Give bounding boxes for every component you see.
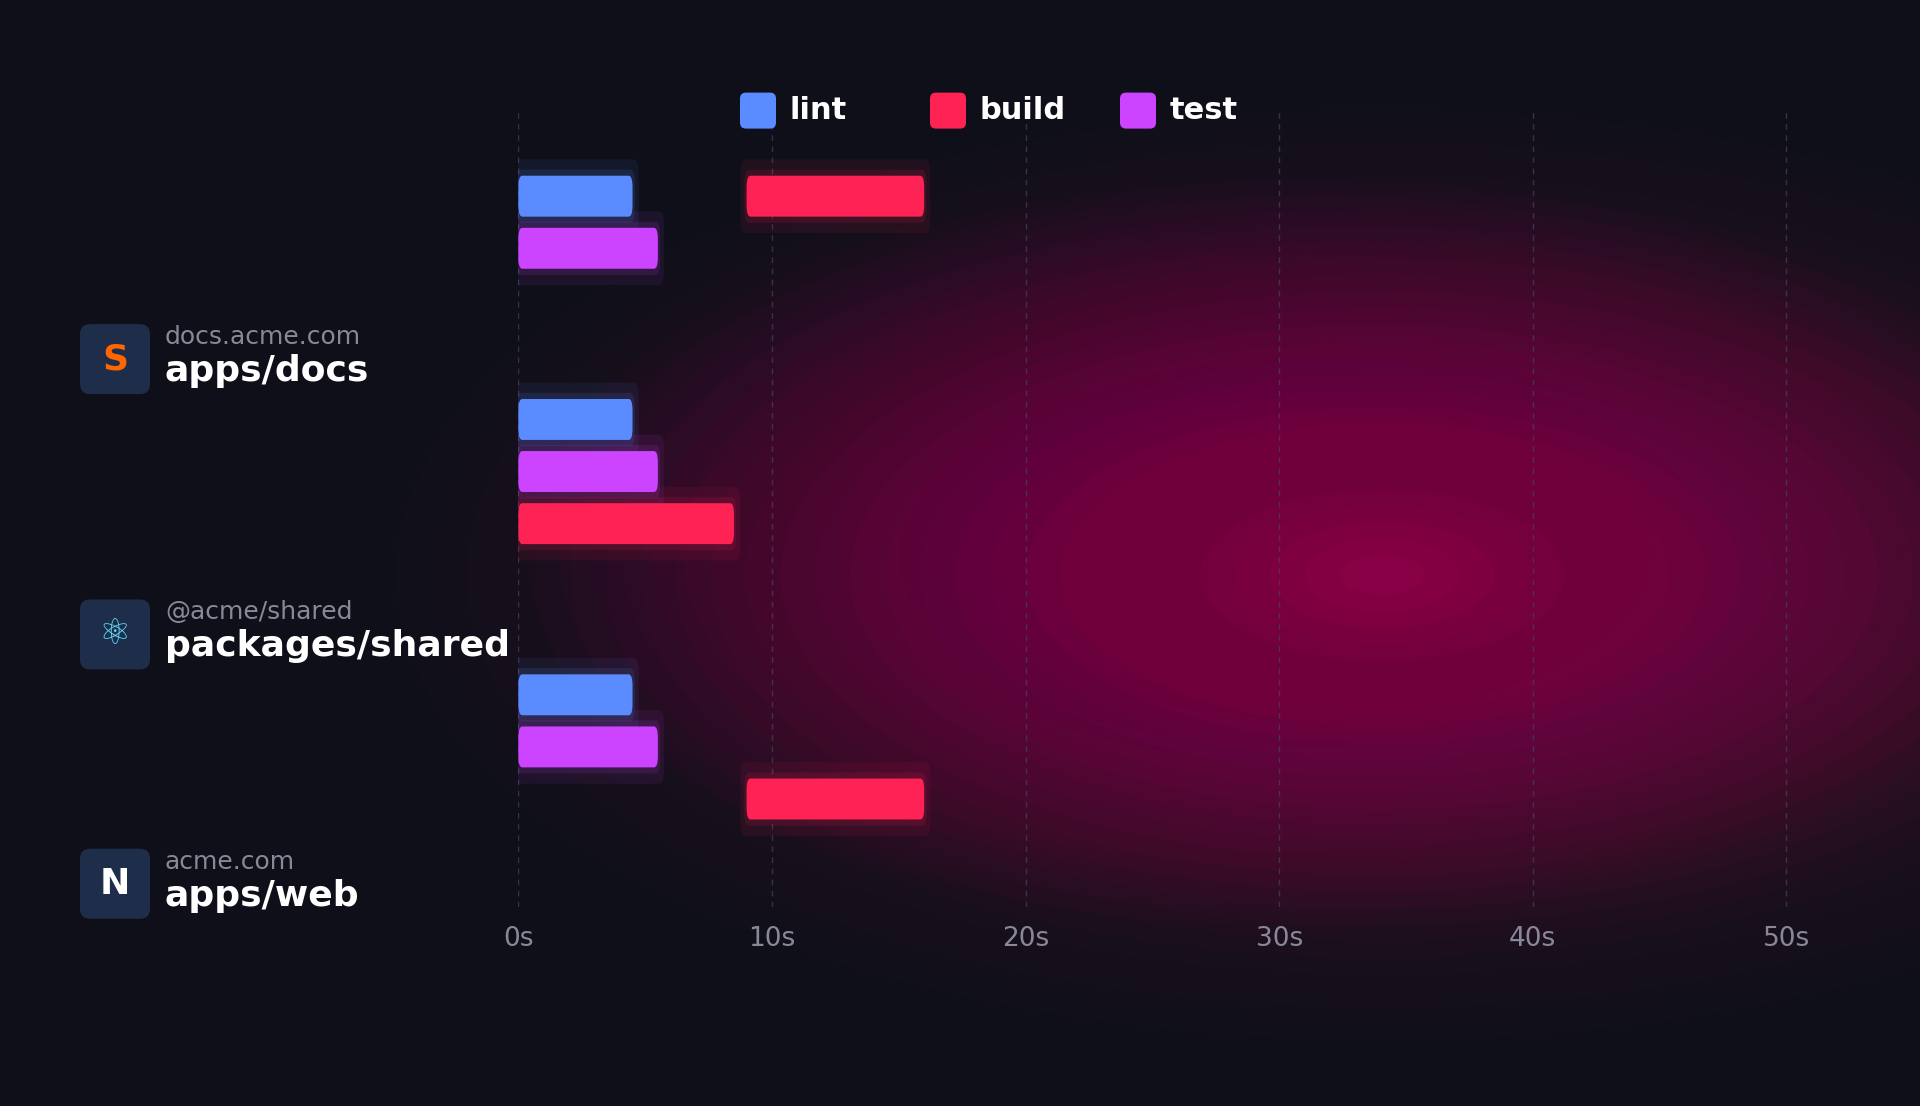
FancyBboxPatch shape bbox=[518, 399, 632, 440]
FancyBboxPatch shape bbox=[518, 503, 733, 544]
FancyBboxPatch shape bbox=[518, 675, 632, 716]
Ellipse shape bbox=[1271, 522, 1494, 628]
Ellipse shape bbox=[1165, 473, 1599, 677]
Ellipse shape bbox=[1025, 407, 1740, 743]
FancyBboxPatch shape bbox=[81, 848, 150, 919]
Text: build: build bbox=[979, 96, 1066, 125]
Text: @acme/shared: @acme/shared bbox=[165, 601, 353, 625]
FancyBboxPatch shape bbox=[739, 93, 776, 128]
FancyBboxPatch shape bbox=[741, 762, 929, 836]
FancyBboxPatch shape bbox=[516, 497, 735, 551]
Ellipse shape bbox=[1096, 440, 1668, 710]
FancyBboxPatch shape bbox=[516, 221, 660, 275]
FancyBboxPatch shape bbox=[747, 779, 924, 820]
Ellipse shape bbox=[1060, 424, 1705, 727]
Text: N: N bbox=[100, 867, 131, 900]
FancyBboxPatch shape bbox=[516, 720, 660, 773]
Ellipse shape bbox=[1235, 505, 1530, 645]
Text: test: test bbox=[1169, 96, 1238, 125]
FancyBboxPatch shape bbox=[741, 159, 929, 233]
Ellipse shape bbox=[1131, 457, 1634, 693]
Ellipse shape bbox=[1306, 539, 1459, 612]
FancyBboxPatch shape bbox=[745, 169, 927, 222]
FancyBboxPatch shape bbox=[747, 176, 924, 217]
FancyBboxPatch shape bbox=[513, 383, 639, 457]
FancyBboxPatch shape bbox=[513, 159, 639, 233]
Text: ⚛: ⚛ bbox=[98, 617, 131, 651]
Text: lint: lint bbox=[789, 96, 847, 125]
FancyBboxPatch shape bbox=[513, 658, 639, 732]
FancyBboxPatch shape bbox=[518, 228, 659, 269]
FancyBboxPatch shape bbox=[516, 393, 636, 446]
Text: apps/web: apps/web bbox=[165, 879, 359, 912]
Ellipse shape bbox=[1340, 555, 1425, 595]
FancyBboxPatch shape bbox=[1119, 93, 1156, 128]
FancyBboxPatch shape bbox=[81, 599, 150, 669]
FancyBboxPatch shape bbox=[518, 727, 659, 768]
FancyBboxPatch shape bbox=[513, 710, 664, 784]
FancyBboxPatch shape bbox=[513, 435, 664, 509]
FancyBboxPatch shape bbox=[745, 772, 927, 825]
Ellipse shape bbox=[1200, 489, 1565, 661]
FancyBboxPatch shape bbox=[516, 668, 636, 721]
Text: acme.com: acme.com bbox=[165, 849, 296, 874]
Text: packages/shared: packages/shared bbox=[165, 629, 511, 664]
Text: S: S bbox=[102, 342, 129, 376]
FancyBboxPatch shape bbox=[518, 451, 659, 492]
FancyBboxPatch shape bbox=[513, 211, 664, 285]
FancyBboxPatch shape bbox=[513, 487, 739, 561]
FancyBboxPatch shape bbox=[518, 176, 632, 217]
Text: docs.acme.com: docs.acme.com bbox=[165, 325, 361, 349]
FancyBboxPatch shape bbox=[516, 169, 636, 222]
FancyBboxPatch shape bbox=[929, 93, 966, 128]
Text: apps/docs: apps/docs bbox=[165, 354, 369, 388]
FancyBboxPatch shape bbox=[81, 324, 150, 394]
FancyBboxPatch shape bbox=[516, 445, 660, 498]
